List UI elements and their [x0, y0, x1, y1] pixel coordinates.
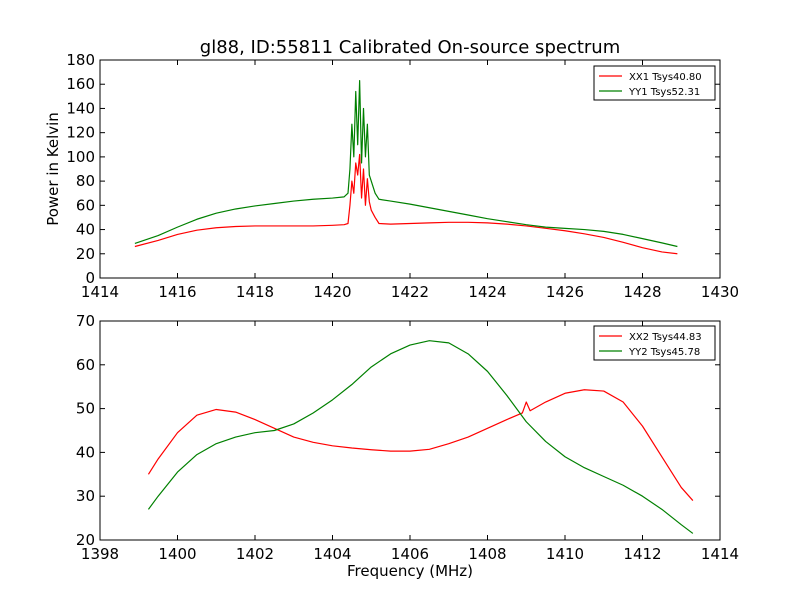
bottom-x-tick-label: 1412	[623, 545, 661, 563]
bottom-x-tick-label: 1404	[313, 545, 351, 563]
bottom-y-tick-label: 60	[76, 356, 95, 374]
bottom-series-line-1	[147, 389, 694, 501]
top-y-tick-label: 100	[66, 148, 95, 166]
bottom-x-tick-label: 1406	[391, 545, 429, 563]
bottom-legend-label-1: XX2 Tsys44.83	[629, 332, 702, 343]
top-x-tick-label: 1416	[158, 283, 196, 301]
bottom-x-tick-label: 1398	[81, 545, 119, 563]
top-x-tick-label: 1418	[236, 283, 274, 301]
bottom-x-tick-label: 1402	[236, 545, 274, 563]
top-x-tick-label: 1422	[391, 283, 429, 301]
top-x-tick-label: 1424	[468, 283, 506, 301]
top-y-tick-label: 0	[85, 269, 95, 287]
top-x-tick-label: 1426	[546, 283, 584, 301]
bottom-x-tick-label: 1414	[701, 545, 739, 563]
top-x-tick-label: 1420	[313, 283, 351, 301]
top-legend-label-2: YY1 Tsys52.31	[628, 87, 700, 98]
top-y-tick-label: 40	[76, 221, 95, 239]
top-series-line-2	[134, 79, 678, 248]
bottom-x-tick-label: 1408	[468, 545, 506, 563]
top-series-line-1	[134, 153, 678, 255]
top-y-tick-label: 20	[76, 245, 95, 263]
bottom-series-line-2	[147, 340, 694, 534]
bottom-y-tick-label: 30	[76, 487, 95, 505]
bottom-y-tick-label: 40	[76, 443, 95, 461]
bottom-y-tick-label: 50	[76, 400, 95, 418]
bottom-x-tick-label: 1410	[546, 545, 584, 563]
top-y-tick-label: 140	[66, 99, 95, 117]
bottom-y-tick-label: 20	[76, 531, 95, 549]
top-y-tick-label: 80	[76, 172, 95, 190]
top-y-tick-label: 180	[66, 51, 95, 69]
top-x-tick-label: 1430	[701, 283, 739, 301]
chart-title: gl88, ID:55811 Calibrated On-source spec…	[200, 37, 620, 58]
top-y-tick-label: 160	[66, 75, 95, 93]
bottom-legend-label-2: YY2 Tsys45.78	[628, 347, 700, 358]
top-y-tick-label: 60	[76, 196, 95, 214]
bottom-y-tick-label: 70	[76, 312, 95, 330]
top-x-tick-label: 1414	[81, 283, 119, 301]
bottom-x-axis-label: Frequency (MHz)	[347, 562, 473, 580]
top-legend-label-1: XX1 Tsys40.80	[629, 72, 702, 83]
top-y-tick-label: 120	[66, 124, 95, 142]
bottom-legend-box	[593, 325, 716, 361]
top-x-tick-label: 1428	[623, 283, 661, 301]
top-y-axis-label: Power in Kelvin	[44, 112, 62, 226]
bottom-x-tick-label: 1400	[158, 545, 196, 563]
top-legend-box	[593, 65, 716, 101]
